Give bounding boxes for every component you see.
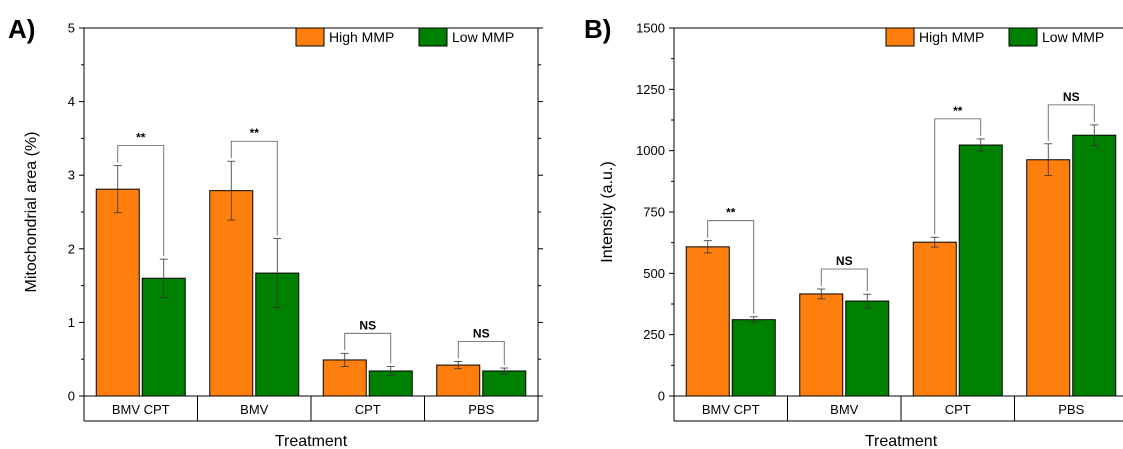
- category-label: BMV: [830, 402, 859, 417]
- bar: [799, 293, 844, 397]
- category-label: BMV CPT: [702, 402, 760, 417]
- significance-bracket: [707, 220, 755, 314]
- category-label: BMV CPT: [112, 402, 170, 417]
- y-tick-label: 500: [643, 266, 665, 281]
- significance-bracket: [820, 268, 868, 292]
- category-label: PBS: [468, 402, 494, 417]
- legend-label: Low MMP: [1042, 29, 1104, 45]
- bar: [958, 144, 1003, 397]
- y-tick-label: 1000: [636, 143, 665, 158]
- legend-swatch: [1008, 27, 1038, 47]
- y-tick-label: 1: [68, 315, 75, 330]
- bar: [209, 190, 254, 397]
- significance-bracket: [117, 145, 165, 257]
- x-axis-title: Treatment: [275, 433, 348, 449]
- bar: [482, 370, 527, 397]
- y-tick-label: 5: [68, 21, 75, 36]
- significance-label: **: [136, 131, 146, 145]
- y-tick-label: 4: [68, 94, 75, 109]
- panel-label: B): [584, 14, 611, 44]
- legend-swatch: [295, 27, 325, 47]
- bar: [845, 300, 890, 397]
- bar: [731, 319, 776, 397]
- y-tick-label: 250: [643, 327, 665, 342]
- bar: [1072, 134, 1117, 397]
- bar: [1026, 159, 1071, 397]
- y-tick-label: 750: [643, 205, 665, 220]
- y-tick-label: 3: [68, 168, 75, 183]
- significance-bracket: [457, 341, 505, 366]
- chart-panel-2: B) 0 250 500 750 1000 1250 1500 BMV CPT BMV CPT PBS…: [584, 14, 1123, 449]
- legend-label: High MMP: [329, 29, 394, 45]
- chart-panel-1: A) 0 1 2 3 4 5 BMV CPT BMV CPT PBS Treatment Mitocho…: [8, 14, 543, 449]
- y-axis-title: Mitochondrial area (%): [23, 132, 40, 293]
- significance-label: **: [953, 104, 963, 118]
- significance-label: **: [250, 126, 260, 140]
- category-label: CPT: [355, 402, 381, 417]
- bar: [912, 241, 957, 397]
- significance-label: NS: [473, 326, 490, 340]
- y-tick-label: 2: [68, 241, 75, 256]
- significance-label: NS: [836, 254, 853, 268]
- y-tick-label: 1500: [636, 21, 665, 36]
- significance-bracket: [230, 140, 278, 236]
- bar: [436, 364, 481, 397]
- significance-label: **: [726, 206, 736, 220]
- significance-label: NS: [1063, 90, 1080, 104]
- legend-swatch: [418, 27, 448, 47]
- legend-label: Low MMP: [452, 29, 514, 45]
- significance-bracket: [1047, 104, 1095, 141]
- x-axis-title: Treatment: [865, 433, 938, 449]
- y-tick-label: 0: [68, 389, 75, 404]
- bar: [95, 188, 140, 397]
- category-label: CPT: [945, 402, 971, 417]
- category-label: BMV: [240, 402, 269, 417]
- y-tick-label: 0: [658, 389, 665, 404]
- y-axis-title: Intensity (a.u.): [599, 161, 616, 262]
- legend-label: High MMP: [919, 29, 984, 45]
- panel-label: A): [8, 14, 35, 44]
- y-tick-label: 1250: [636, 82, 665, 97]
- category-label: PBS: [1058, 402, 1084, 417]
- significance-bracket: [344, 332, 392, 364]
- legend-swatch: [885, 27, 915, 47]
- significance-label: NS: [359, 318, 376, 332]
- significance-bracket: [934, 118, 982, 235]
- bar: [685, 246, 730, 397]
